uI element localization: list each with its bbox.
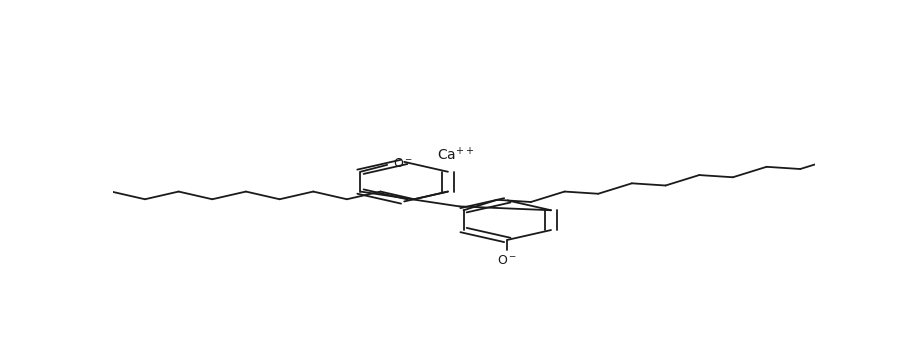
Text: O$^-$: O$^-$ — [393, 157, 413, 170]
Text: O$^-$: O$^-$ — [497, 254, 518, 267]
Text: Ca$^{++}$: Ca$^{++}$ — [437, 146, 474, 163]
